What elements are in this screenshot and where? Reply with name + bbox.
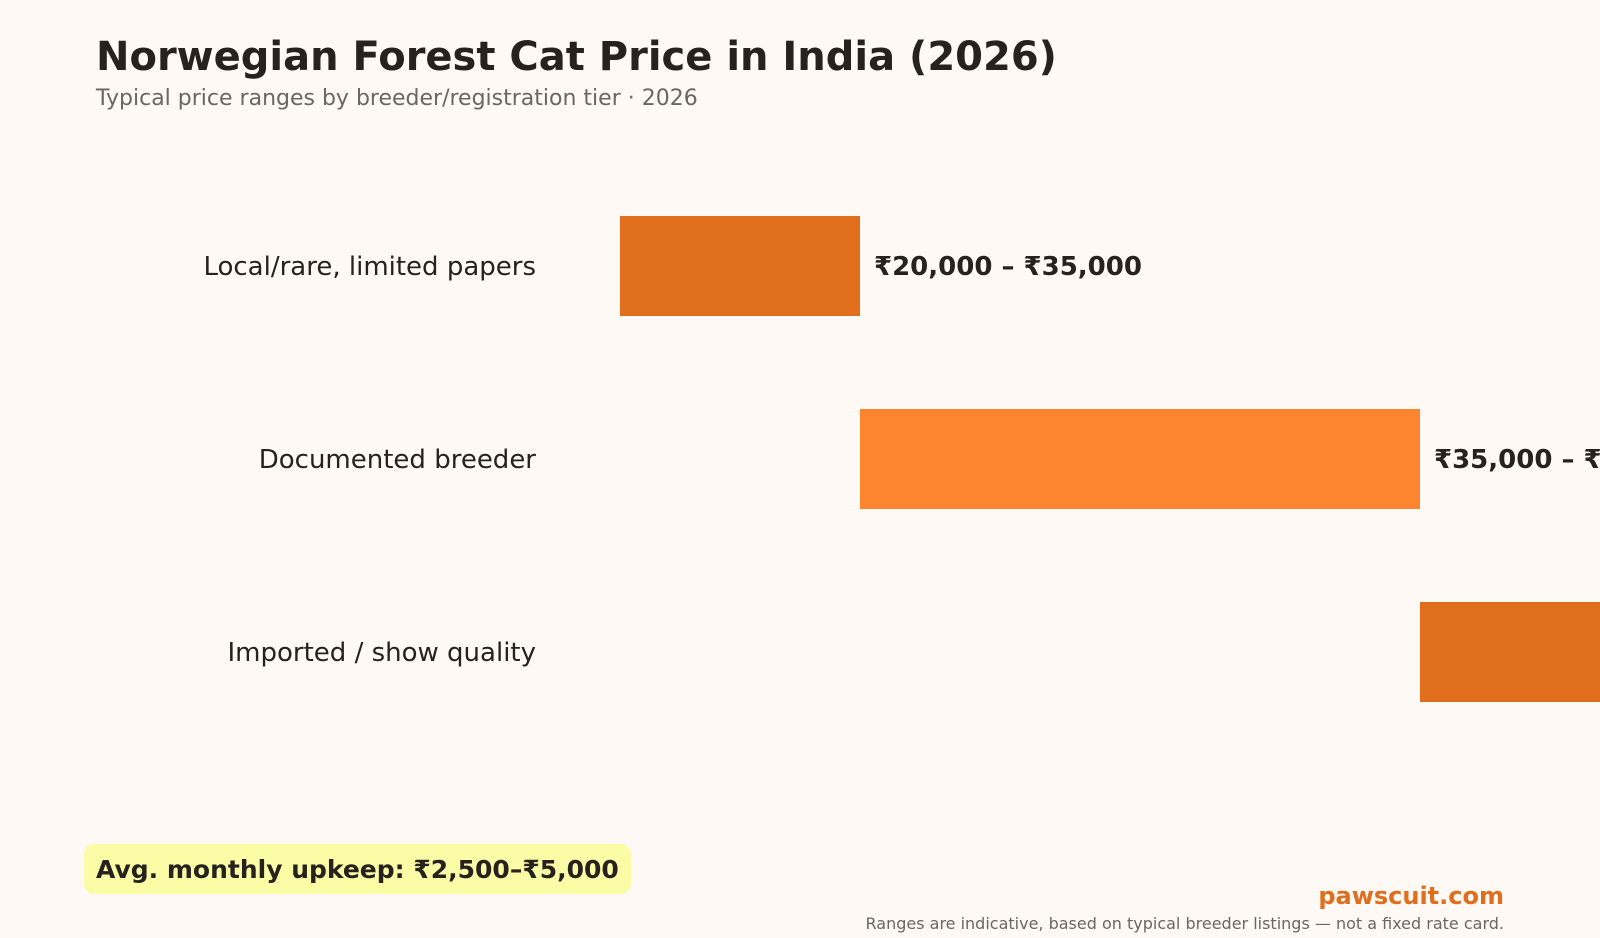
price-range-bar [860, 409, 1420, 509]
chart-subtitle: Typical price ranges by breeder/registra… [96, 86, 698, 111]
price-range-chart: Local/rare, limited papers ₹20,000 – ₹35,… [203, 216, 1600, 702]
price-range-bar [620, 216, 860, 316]
category-label: Documented breeder [259, 445, 537, 475]
price-range-bar [1420, 602, 1600, 702]
chart-title: Norwegian Forest Cat Price in India (202… [96, 34, 1057, 80]
category-label: Imported / show quality [228, 638, 536, 668]
footnote: Ranges are indicative, based on typical … [865, 914, 1505, 933]
price-range-label: ₹20,000 – ₹35,000 [874, 252, 1142, 282]
upkeep-badge: Avg. monthly upkeep: ₹2,500–₹5,000 [84, 844, 631, 894]
category-label: Local/rare, limited papers [203, 252, 536, 282]
brand-link[interactable]: pawscuit.com [1318, 882, 1504, 910]
price-range-label: ₹35,000 – ₹70,000 [1434, 445, 1600, 475]
